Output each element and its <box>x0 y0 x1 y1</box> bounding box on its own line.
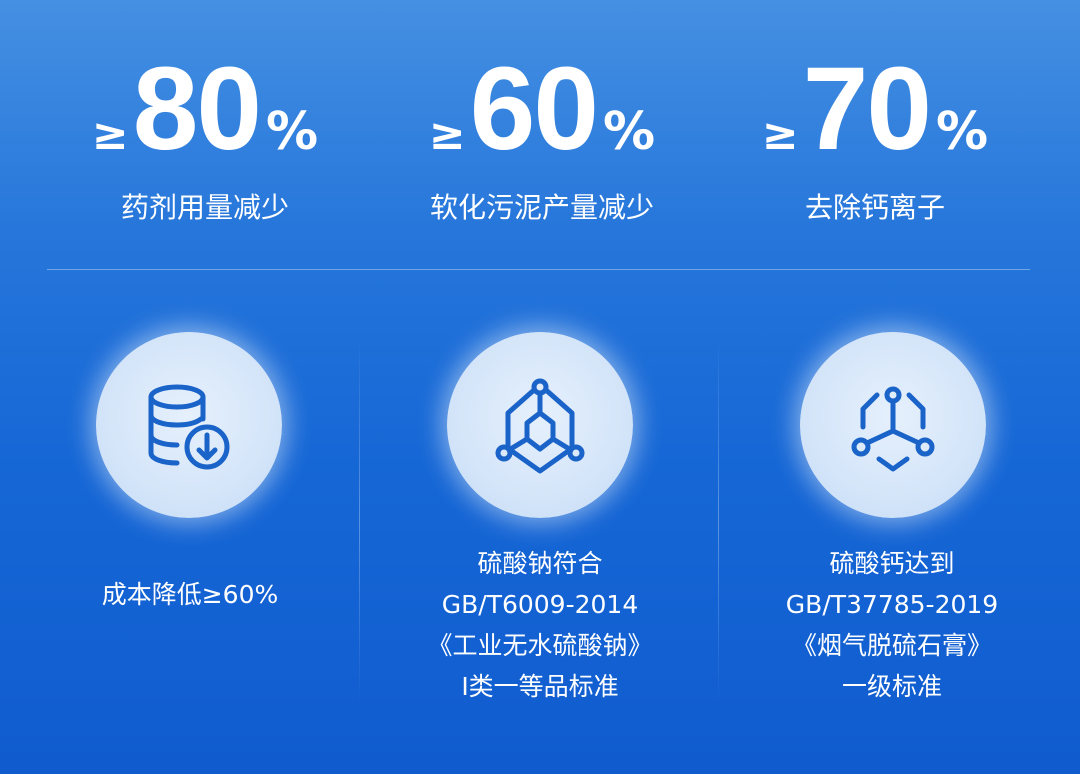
feature-calcium-sulfate: 硫酸钙达到 GB/T37785-2019 《烟气脱硫石膏》 一级标准 <box>722 543 1062 707</box>
stat-prefix: ≥ <box>91 109 129 160</box>
stat-chemical-reduction: ≥80% 药剂用量减少 <box>35 50 375 226</box>
database-download-icon <box>148 384 230 470</box>
stat-sludge-reduction: ≥60% 软化污泥产量减少 <box>372 50 712 226</box>
divider-vertical <box>718 335 719 705</box>
stat-calcium-removal: ≥70% 去除钙离子 <box>705 50 1045 226</box>
molecule-hexagon-icon <box>495 378 585 474</box>
feature-cost: 成本降低≥60% <box>20 574 360 615</box>
icon-circle <box>447 332 633 518</box>
feature-line: I类一等品标准 <box>461 672 619 701</box>
stat-label: 药剂用量减少 <box>120 191 289 224</box>
stat-label: 去除钙离子 <box>804 191 945 224</box>
stat-label: 软化污泥产量减少 <box>429 191 654 224</box>
stat-unit: % <box>266 102 319 162</box>
divider-horizontal <box>47 269 1030 270</box>
feature-line: 《工业无水硫酸钠》 <box>427 631 653 660</box>
stat-prefix: ≥ <box>761 109 799 160</box>
feature-sodium-sulfate: 硫酸钠符合 GB/T6009-2014 《工业无水硫酸钠》 I类一等品标准 <box>370 543 710 707</box>
feature-line: 硫酸钠符合 <box>477 549 603 578</box>
feature-line: 一级标准 <box>841 672 942 701</box>
stat-unit: % <box>936 102 989 162</box>
icon-circle <box>800 332 986 518</box>
stat-value: 60 <box>469 43 599 175</box>
icon-circle <box>96 332 282 518</box>
stat-prefix: ≥ <box>428 109 466 160</box>
divider-vertical <box>359 335 360 705</box>
feature-line: GB/T37785-2019 <box>785 590 999 619</box>
feature-line: GB/T6009-2014 <box>441 590 639 619</box>
feature-line: 成本降低≥60% <box>101 580 279 609</box>
feature-line: 硫酸钙达到 <box>829 549 955 578</box>
feature-line: 《烟气脱硫石膏》 <box>791 631 992 660</box>
stat-unit: % <box>603 102 656 162</box>
stat-value: 80 <box>132 43 262 175</box>
stat-value: 70 <box>802 43 932 175</box>
molecule-network-icon <box>851 386 935 472</box>
